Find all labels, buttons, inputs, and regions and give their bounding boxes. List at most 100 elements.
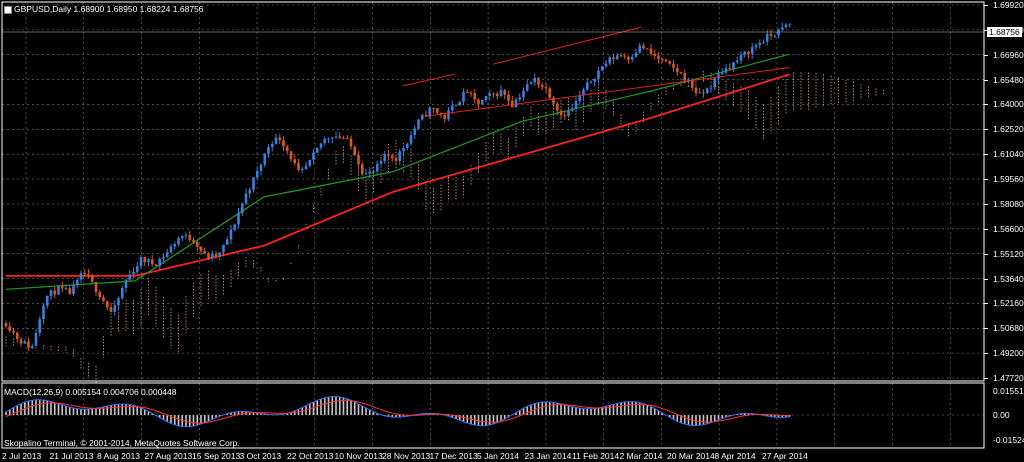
candle-body [139, 257, 143, 267]
price-tick-mark [984, 179, 988, 181]
candle-body [353, 146, 357, 156]
candle-body [210, 253, 214, 259]
price-tick-mark [984, 203, 988, 205]
macd-grid [25, 383, 951, 448]
candle-body [488, 93, 492, 96]
current-price-tag: 1.68756 [987, 27, 1022, 37]
price-tick-mark [984, 54, 988, 56]
price-tick-label: 1.58080 [993, 198, 1024, 209]
candle-body [293, 159, 297, 164]
candle-body [199, 246, 203, 251]
candle-body [72, 284, 75, 295]
candle-body [323, 138, 327, 144]
candle-body [634, 52, 638, 57]
trend-line [425, 67, 790, 117]
candle-body [102, 297, 105, 302]
candle-body [94, 281, 98, 292]
candle-body [23, 341, 27, 344]
candle-body [372, 171, 375, 173]
price-tick-mark [984, 154, 988, 156]
candle-body [702, 92, 705, 94]
macd-line [5, 396, 790, 428]
candle-body [225, 239, 229, 245]
candle-body [548, 88, 552, 98]
candle-body [450, 105, 454, 111]
candle-body [394, 158, 398, 161]
time-tick-label: 20 Mar 2014 [667, 451, 715, 461]
macd-indicator [2, 396, 984, 428]
candle-body [113, 305, 117, 312]
candle-body [694, 87, 698, 94]
candle-body [349, 138, 353, 147]
candle-body [660, 58, 664, 60]
candle-body [525, 84, 529, 91]
moving-average-line [5, 53, 790, 290]
candle-body [338, 136, 342, 138]
candle-body [147, 259, 150, 263]
candle-body [747, 51, 750, 54]
price-tick-label: 1.56600 [993, 223, 1024, 234]
candle-body [454, 105, 458, 107]
candle-body [342, 137, 345, 139]
candle-body [27, 341, 30, 348]
panel-frames [1, 1, 985, 449]
price-tick-mark [984, 104, 988, 106]
price-tick-mark [984, 129, 988, 131]
candle-body [555, 103, 559, 111]
candle-body [567, 110, 570, 117]
candle-body [585, 82, 589, 90]
candle-body [443, 114, 447, 120]
candle-body [510, 100, 514, 108]
candle-body [773, 35, 777, 37]
candle-body [79, 273, 83, 280]
candle-body [19, 339, 23, 344]
candle-body [657, 55, 660, 59]
trend-line [402, 73, 455, 87]
candle-body [705, 88, 709, 94]
time-tick-label: 17 Dec 2013 [429, 451, 478, 461]
candle-body [563, 115, 567, 117]
candle-body [739, 54, 743, 61]
candle-body [762, 41, 765, 43]
candle-body [177, 237, 180, 245]
candle-body [267, 147, 270, 154]
candle-body [98, 291, 102, 298]
candle-body [405, 143, 409, 149]
candle-body [473, 92, 477, 100]
candle-body [777, 29, 780, 36]
candle-body [282, 140, 285, 147]
candle-body [518, 97, 522, 100]
candle-body [154, 264, 158, 266]
candle-body [503, 90, 507, 95]
candle-body [158, 258, 162, 266]
candle-body [75, 279, 79, 285]
candle-body [87, 274, 90, 277]
macd-tick-label: 0.01551 [993, 386, 1024, 396]
candle-body [368, 171, 372, 174]
candle-body [514, 99, 518, 108]
candle-body [8, 326, 12, 331]
candlestick-series [4, 22, 792, 351]
candle-body [533, 77, 537, 83]
candle-body [754, 45, 758, 48]
candle-body [420, 114, 424, 120]
candle-body [165, 252, 169, 257]
candle-body [207, 253, 210, 259]
price-tick-label: 1.64000 [993, 99, 1024, 110]
candle-body [642, 45, 645, 49]
candle-body [237, 213, 240, 225]
candle-body [203, 250, 207, 254]
time-tick-label: 27 Aug 2013 [144, 451, 193, 461]
candle-body [578, 95, 582, 102]
candle-body [649, 48, 653, 54]
candle-body [379, 161, 383, 164]
candle-body [4, 322, 8, 327]
price-tick-label: 1.55120 [993, 248, 1024, 259]
candle-body [402, 148, 405, 152]
candle-body [383, 154, 387, 162]
macd-tick-label: -0.01524 [993, 435, 1024, 445]
candle-body [623, 55, 627, 57]
candle-body [390, 155, 394, 159]
trend-line [492, 26, 642, 65]
